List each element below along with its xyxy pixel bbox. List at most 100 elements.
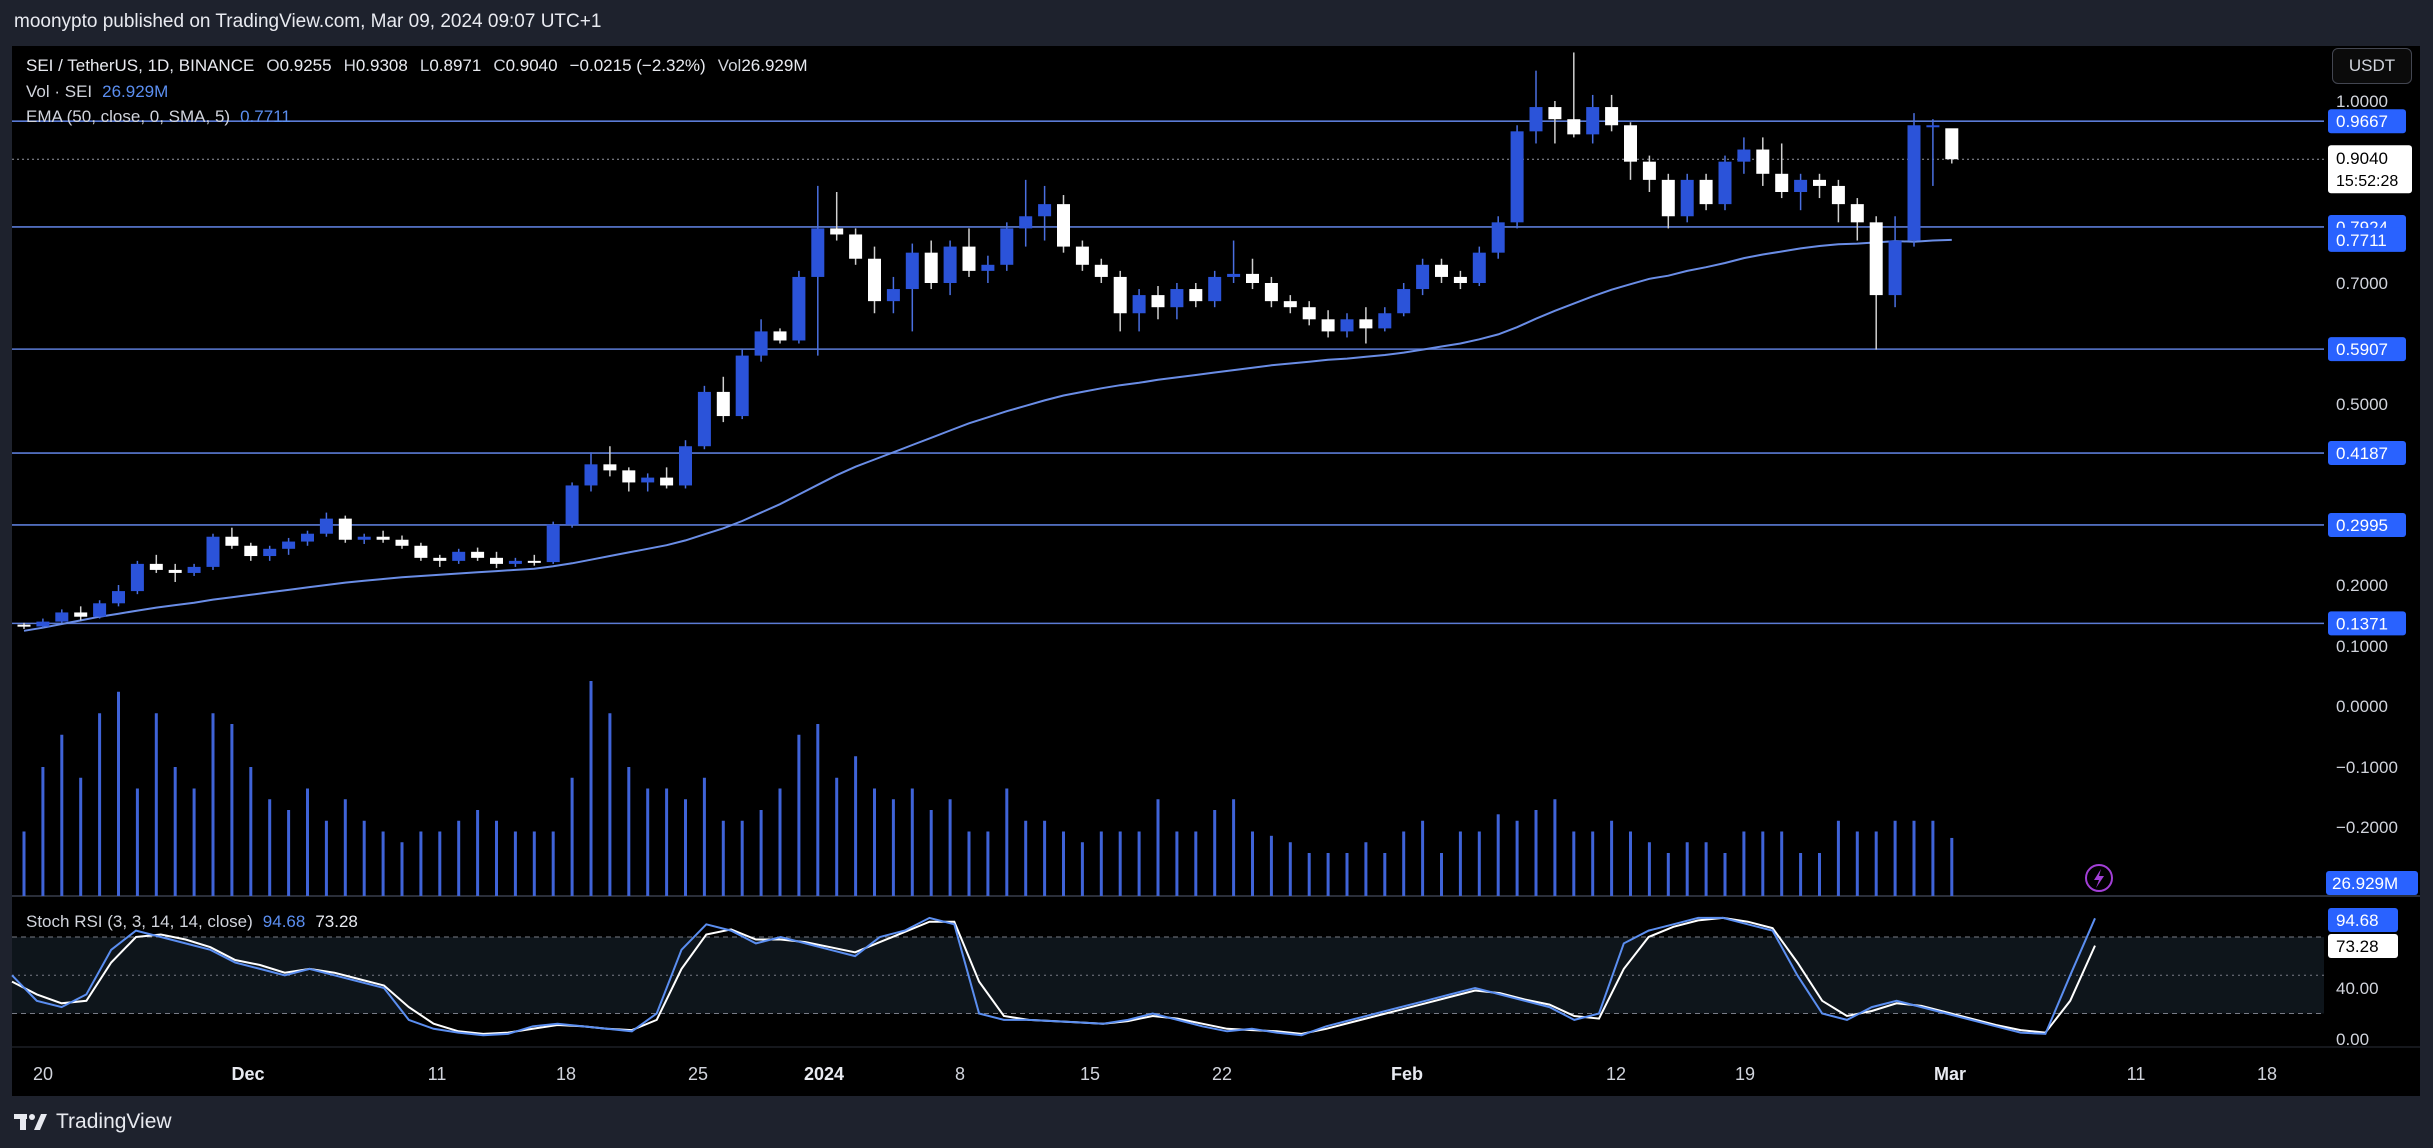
candle-body[interactable] xyxy=(1605,107,1619,126)
candle-body[interactable] xyxy=(1624,125,1637,162)
candle-body[interactable] xyxy=(1775,173,1789,192)
candle-body[interactable] xyxy=(319,518,333,534)
candle-body[interactable] xyxy=(452,551,466,561)
candle-body[interactable] xyxy=(1850,204,1864,223)
candle-body[interactable] xyxy=(357,536,371,540)
candle-body[interactable] xyxy=(1378,313,1392,329)
chart-canvas[interactable]: 1.0000 0.7000 0.5000 0.2000 0.1000 0.0000 −0.1… xyxy=(0,0,2433,1096)
candle-body[interactable] xyxy=(1302,307,1316,320)
candle-body[interactable] xyxy=(1888,240,1902,296)
tradingview-logo[interactable]: TradingView xyxy=(14,1110,172,1134)
candle-body[interactable] xyxy=(282,541,296,549)
candle-body[interactable] xyxy=(1227,273,1241,277)
candle-body[interactable] xyxy=(886,289,900,302)
candle-body[interactable] xyxy=(93,603,107,617)
candle-body[interactable] xyxy=(830,228,844,235)
candle-body[interactable] xyxy=(1472,252,1486,283)
candle-body[interactable] xyxy=(395,539,409,546)
candle-body[interactable] xyxy=(1151,295,1165,308)
candle-body[interactable] xyxy=(1642,161,1656,180)
candle-body[interactable] xyxy=(1208,276,1222,302)
candle-body[interactable] xyxy=(206,536,220,567)
candle-body[interactable] xyxy=(868,258,881,302)
candle-body[interactable] xyxy=(1113,276,1127,314)
candle-body[interactable] xyxy=(603,464,617,471)
candle-body[interactable] xyxy=(905,252,919,290)
candle-body[interactable] xyxy=(792,276,806,341)
candle-body[interactable] xyxy=(1491,222,1505,253)
candle-body[interactable] xyxy=(1132,295,1146,314)
candle-body[interactable] xyxy=(1567,119,1581,135)
candle-body[interactable] xyxy=(754,331,768,356)
candle-body[interactable] xyxy=(735,355,749,417)
candle-body[interactable] xyxy=(301,533,314,542)
candle-body[interactable] xyxy=(1718,161,1732,205)
candle-body[interactable] xyxy=(1246,273,1259,283)
candle-body[interactable] xyxy=(849,234,863,259)
candle-body[interactable] xyxy=(1737,149,1751,162)
candle-body[interactable] xyxy=(1264,283,1278,302)
candle-body[interactable] xyxy=(187,566,201,573)
lightning-icon[interactable] xyxy=(2085,864,2113,892)
candle-body[interactable] xyxy=(1661,179,1675,217)
candle-body[interactable] xyxy=(338,518,352,540)
candle-body[interactable] xyxy=(773,331,787,341)
candle-body[interactable] xyxy=(1283,301,1297,308)
currency-button[interactable]: USDT xyxy=(2332,48,2412,84)
candle-body[interactable] xyxy=(1321,319,1335,332)
candle-body[interactable] xyxy=(811,228,825,277)
candle-body[interactable] xyxy=(679,446,692,486)
candle-body[interactable] xyxy=(55,612,69,622)
candle-body[interactable] xyxy=(1699,179,1713,205)
candle-body[interactable] xyxy=(1794,179,1808,192)
candle-body[interactable] xyxy=(1170,289,1184,308)
candle-body[interactable] xyxy=(641,477,655,483)
candle-body[interactable] xyxy=(1359,319,1373,329)
candle-body[interactable] xyxy=(414,545,428,558)
candle-body[interactable] xyxy=(1926,125,1940,128)
candle-body[interactable] xyxy=(1416,264,1430,290)
candle-body[interactable] xyxy=(376,536,390,540)
candle-body[interactable] xyxy=(1038,204,1052,217)
candle-body[interactable] xyxy=(1000,228,1014,265)
candle-body[interactable] xyxy=(149,563,163,570)
candle-body[interactable] xyxy=(1813,179,1826,186)
candle-body[interactable] xyxy=(168,569,182,573)
candle-body[interactable] xyxy=(112,591,125,604)
candle-body[interactable] xyxy=(1869,222,1883,296)
candle-body[interactable] xyxy=(1907,125,1921,241)
candle-body[interactable] xyxy=(546,524,560,563)
candle-body[interactable] xyxy=(1548,107,1562,120)
candle-body[interactable] xyxy=(36,621,50,627)
candle-body[interactable] xyxy=(1094,264,1108,277)
candle-body[interactable] xyxy=(1453,276,1467,283)
candle-body[interactable] xyxy=(1019,216,1033,229)
candle-body[interactable] xyxy=(981,264,995,271)
candle-body[interactable] xyxy=(924,252,938,283)
candle-body[interactable] xyxy=(130,563,144,592)
candle-body[interactable] xyxy=(962,246,976,271)
candle-body[interactable] xyxy=(471,551,485,558)
candle-body[interactable] xyxy=(1586,107,1600,135)
candle-body[interactable] xyxy=(263,548,277,557)
candle-body[interactable] xyxy=(1529,107,1543,132)
candle-body[interactable] xyxy=(943,246,957,283)
candle-body[interactable] xyxy=(1057,204,1070,247)
candle-body[interactable] xyxy=(225,536,239,546)
candle-body[interactable] xyxy=(716,391,730,417)
candle-body[interactable] xyxy=(17,624,31,627)
candle-body[interactable] xyxy=(622,470,636,483)
candle-body[interactable] xyxy=(508,560,522,564)
candle-body[interactable] xyxy=(1756,149,1770,174)
candle-body[interactable] xyxy=(433,557,447,561)
candle-body[interactable] xyxy=(1680,179,1694,217)
candle-body[interactable] xyxy=(660,477,674,486)
candle-body[interactable] xyxy=(565,485,579,525)
candle-body[interactable] xyxy=(74,612,88,617)
candle-body[interactable] xyxy=(584,464,598,486)
candle-body[interactable] xyxy=(1435,264,1448,277)
candle-body[interactable] xyxy=(527,560,541,563)
candle-body[interactable] xyxy=(697,391,711,447)
candle-body[interactable] xyxy=(1945,128,1959,160)
candle-body[interactable] xyxy=(1340,319,1354,332)
